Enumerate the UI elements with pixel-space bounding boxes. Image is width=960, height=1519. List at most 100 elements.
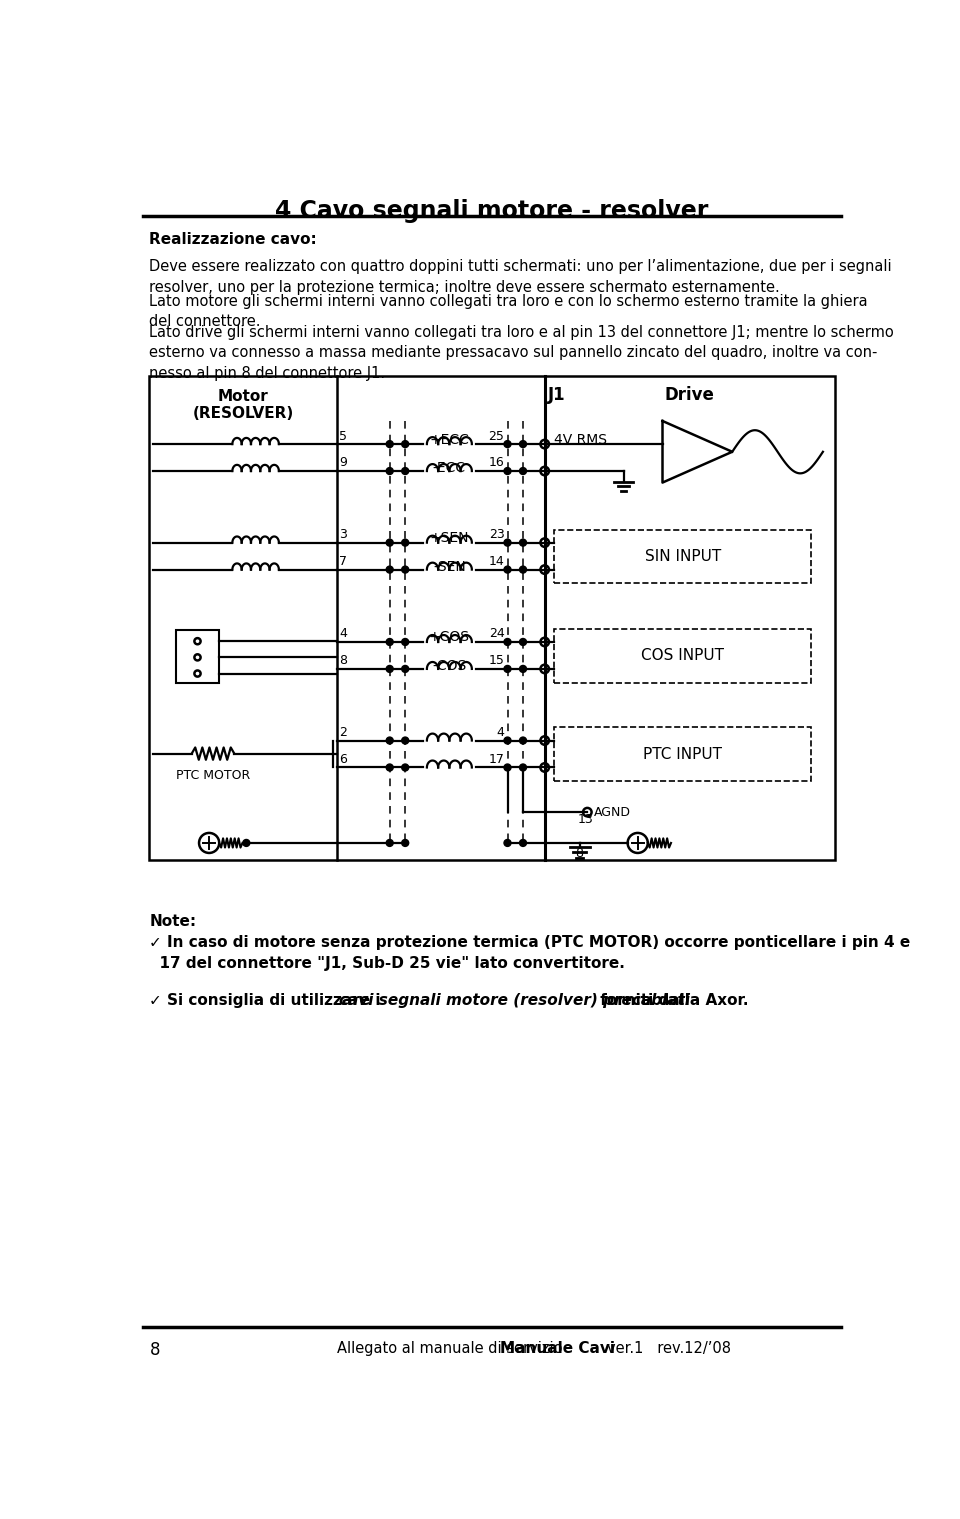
Circle shape <box>540 665 549 673</box>
Circle shape <box>540 441 549 448</box>
Text: Drive: Drive <box>664 386 714 404</box>
Text: ✓ In caso di motore senza protezione termica (PTC MOTOR) occorre ponticellare i : ✓ In caso di motore senza protezione ter… <box>150 936 911 971</box>
Text: 2: 2 <box>339 726 348 738</box>
Text: ver.1   rev.12/’08: ver.1 rev.12/’08 <box>607 1341 731 1356</box>
Text: SIN INPUT: SIN INPUT <box>644 548 721 564</box>
Text: 8: 8 <box>150 1341 160 1360</box>
Text: 14: 14 <box>489 554 504 568</box>
Text: 15: 15 <box>489 655 504 667</box>
Circle shape <box>386 539 394 547</box>
Circle shape <box>540 763 549 772</box>
Text: 4V RMS: 4V RMS <box>554 433 607 447</box>
Text: +SEN: +SEN <box>430 532 469 545</box>
Circle shape <box>504 737 511 744</box>
Circle shape <box>519 539 526 547</box>
Text: Allegato al manuale di servizio: Allegato al manuale di servizio <box>337 1341 563 1356</box>
Circle shape <box>401 441 409 448</box>
Text: 8: 8 <box>339 655 348 667</box>
Circle shape <box>194 638 201 644</box>
Text: Lato drive gli schermi interni vanno collegati tra loro e al pin 13 del connetto: Lato drive gli schermi interni vanno col… <box>150 325 894 381</box>
Circle shape <box>386 840 394 846</box>
Text: 25: 25 <box>489 430 504 442</box>
Text: 8: 8 <box>576 848 584 860</box>
Bar <box>554 530 811 583</box>
Circle shape <box>504 539 511 547</box>
Text: Note:: Note: <box>150 914 197 928</box>
Circle shape <box>540 737 549 744</box>
Text: +ECC: +ECC <box>429 433 469 447</box>
Circle shape <box>540 638 549 646</box>
Circle shape <box>401 567 409 573</box>
Text: AGND: AGND <box>593 805 631 819</box>
Text: 4: 4 <box>496 726 504 738</box>
Circle shape <box>519 665 526 673</box>
Circle shape <box>199 832 219 854</box>
Circle shape <box>386 441 394 448</box>
Text: cavi segnali motore (resolver) precablati: cavi segnali motore (resolver) precablat… <box>339 993 690 1009</box>
Text: -COS: -COS <box>432 659 467 673</box>
Text: Realizzazione cavo:: Realizzazione cavo: <box>150 232 317 248</box>
Text: 16: 16 <box>489 457 504 469</box>
Circle shape <box>504 840 511 846</box>
Text: Manuale Cavi: Manuale Cavi <box>500 1341 614 1356</box>
Text: Deve essere realizzato con quattro doppini tutti schermati: uno per l’alimentazi: Deve essere realizzato con quattro doppi… <box>150 260 892 295</box>
Circle shape <box>519 764 526 772</box>
Text: COS INPUT: COS INPUT <box>641 649 724 664</box>
Circle shape <box>540 565 549 574</box>
Text: 4 Cavo segnali motore - resolver: 4 Cavo segnali motore - resolver <box>276 199 708 223</box>
Circle shape <box>194 655 201 661</box>
Text: Motor
(RESOLVER): Motor (RESOLVER) <box>193 389 294 421</box>
Circle shape <box>194 670 201 676</box>
Text: 23: 23 <box>489 529 504 541</box>
Circle shape <box>401 638 409 646</box>
Circle shape <box>540 538 549 547</box>
Text: -SEN: -SEN <box>433 559 466 574</box>
Circle shape <box>386 567 394 573</box>
Text: 24: 24 <box>489 627 504 641</box>
Circle shape <box>519 737 526 744</box>
Circle shape <box>519 441 526 448</box>
Text: 6: 6 <box>339 753 348 766</box>
Circle shape <box>540 466 549 475</box>
Circle shape <box>401 468 409 474</box>
Text: J1: J1 <box>548 386 565 404</box>
Text: 3: 3 <box>339 529 348 541</box>
Circle shape <box>401 665 409 673</box>
Circle shape <box>504 468 511 474</box>
Circle shape <box>504 665 511 673</box>
Bar <box>150 377 834 860</box>
Circle shape <box>401 764 409 772</box>
Text: +COS: +COS <box>429 630 469 644</box>
Text: 17: 17 <box>489 753 504 766</box>
Circle shape <box>504 567 511 573</box>
Circle shape <box>401 840 409 846</box>
Bar <box>554 629 811 682</box>
Circle shape <box>386 468 394 474</box>
Text: 7: 7 <box>339 554 348 568</box>
Text: -ECC: -ECC <box>433 462 466 475</box>
Circle shape <box>386 737 394 744</box>
Circle shape <box>386 764 394 772</box>
Circle shape <box>519 840 526 846</box>
Circle shape <box>519 638 526 646</box>
Text: forniti dalla Axor.: forniti dalla Axor. <box>595 993 749 1009</box>
Circle shape <box>519 468 526 474</box>
Text: PTC INPUT: PTC INPUT <box>643 747 722 763</box>
Circle shape <box>583 808 591 816</box>
Circle shape <box>504 764 511 772</box>
Bar <box>554 728 811 781</box>
Bar <box>176 630 219 682</box>
Circle shape <box>519 567 526 573</box>
Text: 13: 13 <box>578 813 593 826</box>
Text: PTC MOTOR: PTC MOTOR <box>176 769 251 782</box>
Text: Lato motore gli schermi interni vanno collegati tra loro e con lo schermo estern: Lato motore gli schermi interni vanno co… <box>150 295 868 330</box>
Text: 9: 9 <box>339 457 348 469</box>
Text: ✓ Si consiglia di utilizzare i: ✓ Si consiglia di utilizzare i <box>150 993 386 1009</box>
Circle shape <box>504 638 511 646</box>
Circle shape <box>401 539 409 547</box>
Text: 4: 4 <box>339 627 348 641</box>
Circle shape <box>401 737 409 744</box>
Circle shape <box>628 832 648 854</box>
Text: 5: 5 <box>339 430 348 442</box>
Circle shape <box>386 665 394 673</box>
